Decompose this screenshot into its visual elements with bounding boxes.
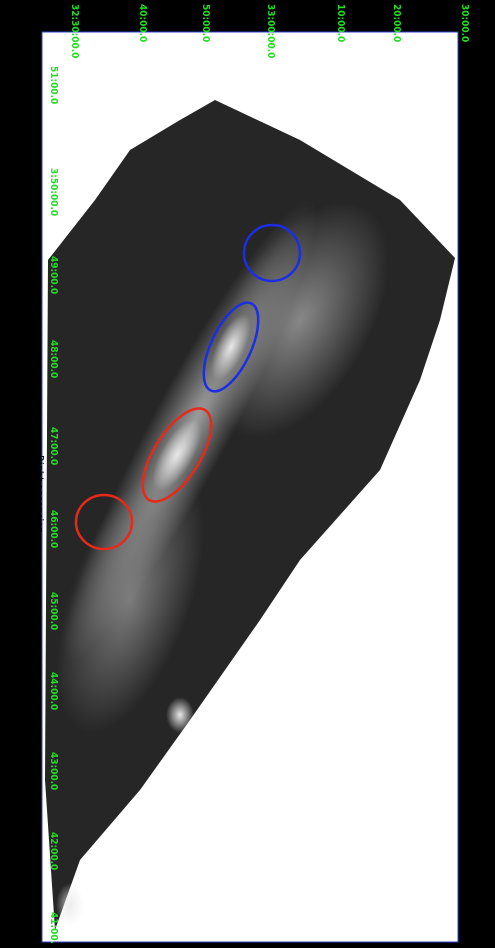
ra-tick-label: 43:00.0 bbox=[48, 752, 59, 790]
dec-tick-label: 32:30:00.0 bbox=[69, 4, 80, 58]
ra-tick-label: 47:00.0 bbox=[48, 427, 59, 465]
dec-tick-label: 20:00.0 bbox=[391, 4, 402, 42]
ra-tick-label: 41:00.0 bbox=[48, 912, 59, 944]
ra-tick-label: 42:00.0 bbox=[48, 832, 59, 870]
bright-spot bbox=[166, 697, 194, 733]
ra-tick-label: 3:50:00.0 bbox=[48, 168, 59, 216]
ra-tick-label: 48:00.0 bbox=[48, 340, 59, 378]
ra-tick-label: 44:00.0 bbox=[48, 672, 59, 710]
ra-tick-label: 45:00.0 bbox=[48, 592, 59, 630]
x-axis-title: Right ascension bbox=[33, 455, 46, 533]
dec-tick-label: 10:00.0 bbox=[335, 4, 346, 42]
dec-tick-label: 30:00.0 bbox=[459, 4, 470, 42]
dec-tick-label: 40:00.0 bbox=[137, 4, 148, 42]
sky-image-view: 30:00.0 20:00.0 10:00.0 33:00:00.0 50:00.0 40… bbox=[0, 0, 495, 944]
dec-tick-label: 33:00:00.0 bbox=[265, 4, 276, 58]
bright-spot bbox=[56, 883, 84, 927]
page: {"image": { "dec_labels": ["30:00.0", "2… bbox=[0, 0, 495, 944]
ra-tick-label: 46:00.0 bbox=[48, 510, 59, 548]
dec-tick-label: 50:00.0 bbox=[200, 4, 211, 42]
ra-tick-label: 51:00.0 bbox=[48, 66, 59, 104]
ra-tick-label: 49:00.0 bbox=[48, 256, 59, 294]
